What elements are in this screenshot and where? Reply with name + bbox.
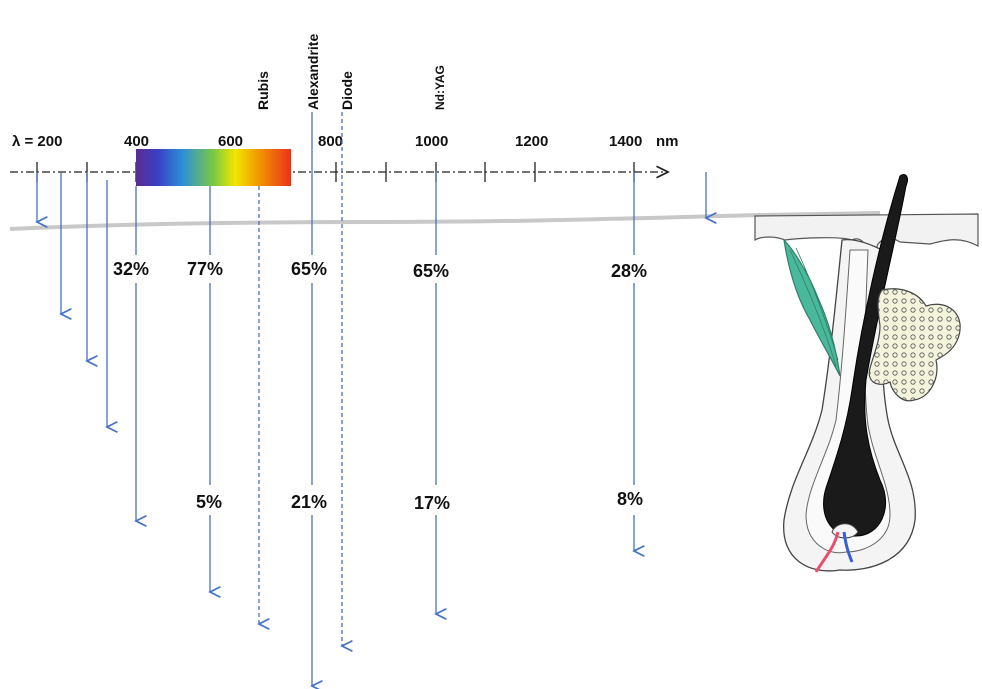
artery-icon xyxy=(814,531,840,573)
value-upper-ndyag: 65% xyxy=(413,261,449,281)
lambda-label: λ = 200 xyxy=(12,133,62,150)
value-lower-550: 5% xyxy=(196,492,222,512)
laser-label-diode: Diode xyxy=(339,71,355,110)
skin-surface-line xyxy=(9,211,881,231)
value-lower-alexandrite: 21% xyxy=(291,492,327,512)
vein-icon xyxy=(842,531,854,563)
penetration-values: 32% 77% 65% 65% 28% 5% 21% 17% 8% xyxy=(113,259,647,513)
value-upper-1400: 28% xyxy=(611,261,647,281)
wavelength-axis: λ = 200 400 600 800 1000 1200 1400 nm xyxy=(10,133,679,182)
visible-spectrum-bar xyxy=(136,149,291,186)
tick-label-1000: 1000 xyxy=(415,133,448,150)
laser-label-alexandrite: Alexandrite xyxy=(305,34,321,110)
laser-label-ndyag: Nd:YAG xyxy=(433,65,447,110)
value-upper-550: 77% xyxy=(187,259,223,279)
hair-follicle-illustration xyxy=(754,173,979,573)
hair-shaft-icon xyxy=(823,173,908,537)
laser-label-rubis: Rubis xyxy=(255,71,271,110)
tick-label-1200: 1200 xyxy=(515,133,548,150)
value-lower-ndyag: 17% xyxy=(414,493,450,513)
arrector-muscle-icon xyxy=(783,238,841,377)
value-upper-400: 32% xyxy=(113,259,149,279)
value-lower-1400: 8% xyxy=(617,489,643,509)
value-upper-alexandrite: 65% xyxy=(291,259,327,279)
tick-label-800: 800 xyxy=(318,133,343,150)
tick-label-1400: 1400 xyxy=(609,133,642,150)
penetration-arrows xyxy=(37,112,706,686)
tick-label-600: 600 xyxy=(218,133,243,150)
unit-label: nm xyxy=(656,133,679,150)
tick-label-400: 400 xyxy=(124,133,149,150)
